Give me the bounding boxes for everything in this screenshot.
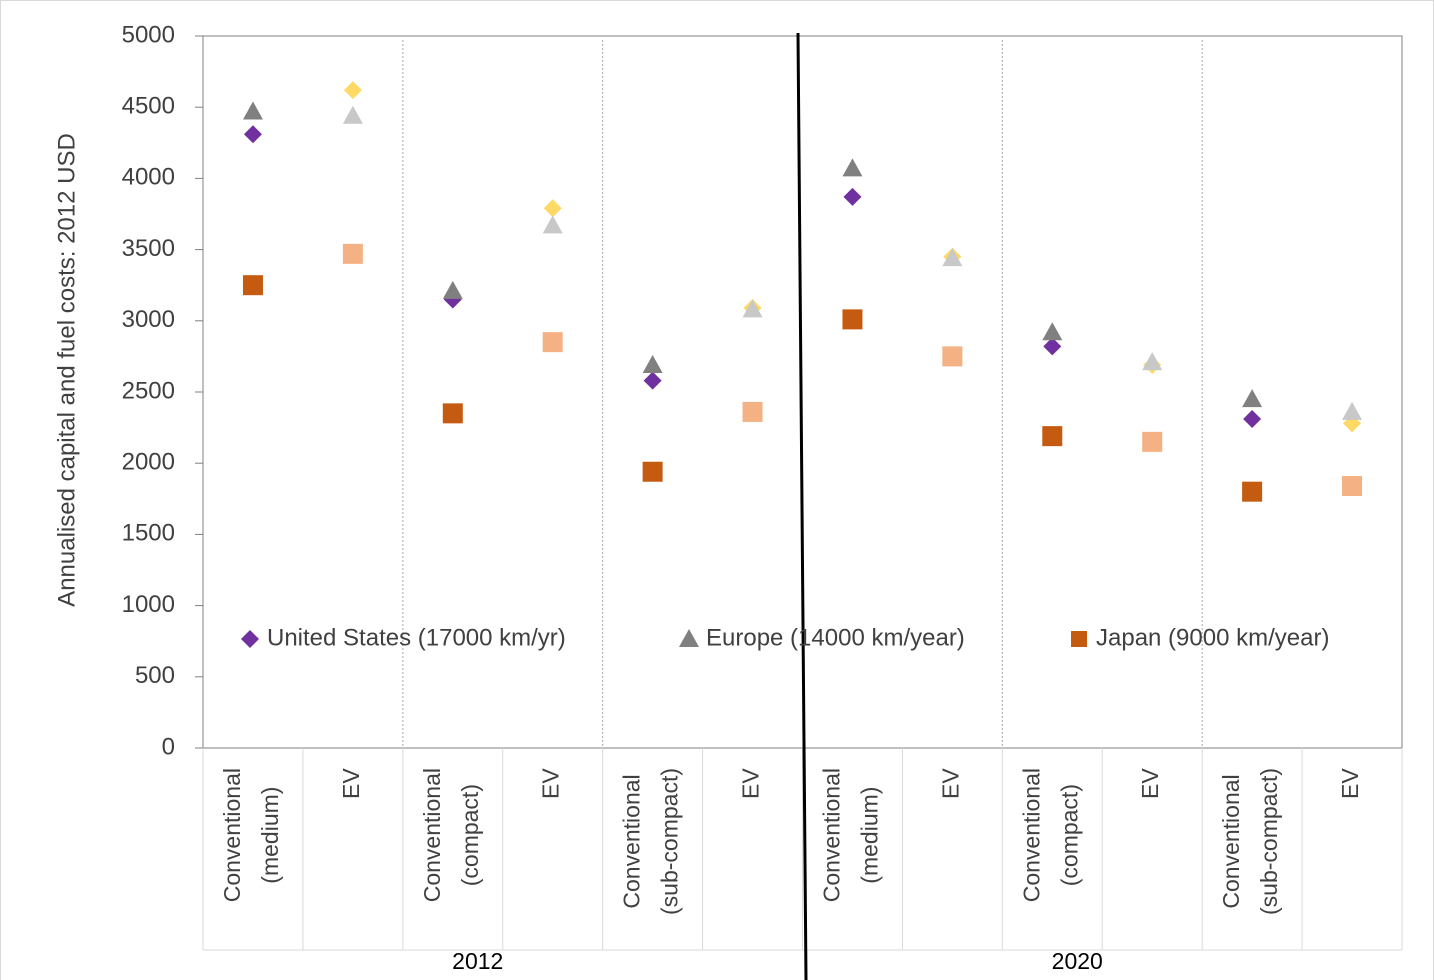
point [642, 354, 663, 373]
x-tick-label: Conventional (sub-compact) [619, 768, 683, 915]
point [1042, 426, 1063, 447]
point [1242, 389, 1263, 408]
point [543, 199, 562, 218]
x-tick-label: Conventional (sub-compact) [1218, 768, 1282, 915]
point [343, 81, 362, 100]
point [1142, 352, 1163, 371]
point [942, 346, 963, 367]
point [1342, 401, 1363, 420]
x-tick-label: EV [937, 768, 963, 799]
point [1043, 337, 1062, 356]
y-tick-label: 3000 [122, 306, 175, 333]
y-axis-label: Annualised capital and fuel costs: 2012 … [53, 133, 80, 607]
y-tick-label: 3500 [122, 235, 175, 262]
y-tick-label: 4500 [122, 93, 175, 120]
point [242, 275, 263, 296]
point [643, 371, 662, 390]
y-tick-label: 4000 [122, 164, 175, 191]
point [842, 309, 863, 330]
point [442, 403, 463, 424]
point [842, 158, 863, 177]
x-tick-label: Conventional (medium) [819, 768, 883, 902]
y-tick-label: 0 [162, 733, 175, 760]
x-tick-label: EV [738, 768, 764, 799]
legend-label: Japan (9000 km/year) [1096, 624, 1329, 651]
point [742, 299, 763, 318]
group-label: 2012 [452, 948, 503, 974]
point [342, 105, 363, 124]
point [642, 461, 663, 482]
point [342, 243, 363, 264]
x-tick-label: Conventional (compact) [419, 768, 483, 902]
y-tick-label: 2000 [122, 449, 175, 476]
y-tick-label: 2500 [122, 377, 175, 404]
point [1243, 410, 1262, 429]
legend-label: Europe (14000 km/year) [706, 624, 965, 651]
point [843, 187, 862, 206]
legend-marker [241, 630, 259, 648]
y-tick-label: 1500 [122, 520, 175, 547]
legend-marker [1071, 631, 1087, 647]
y-tick-label: 1000 [122, 591, 175, 618]
point [942, 248, 963, 267]
legend-label: United States (17000 km/yr) [267, 624, 566, 651]
period-divider [796, 32, 808, 980]
point [1042, 322, 1063, 341]
point [542, 215, 563, 234]
x-tick-label: Conventional (compact) [1018, 768, 1082, 902]
group-label: 2020 [1052, 948, 1103, 974]
point [243, 125, 262, 144]
point [242, 101, 263, 120]
x-tick-label: EV [338, 768, 364, 799]
x-tick-label: Conventional (medium) [219, 768, 283, 902]
x-tick-label: EV [1137, 768, 1163, 799]
y-tick-label: 500 [135, 662, 175, 689]
point [742, 401, 763, 422]
point [1342, 475, 1363, 496]
point [542, 332, 563, 353]
point [1142, 431, 1163, 452]
point [1242, 481, 1263, 502]
x-tick-label: EV [538, 768, 564, 799]
legend-marker [679, 629, 699, 647]
y-tick-label: 5000 [122, 21, 175, 48]
point [442, 280, 463, 299]
x-tick-label: EV [1337, 768, 1363, 799]
